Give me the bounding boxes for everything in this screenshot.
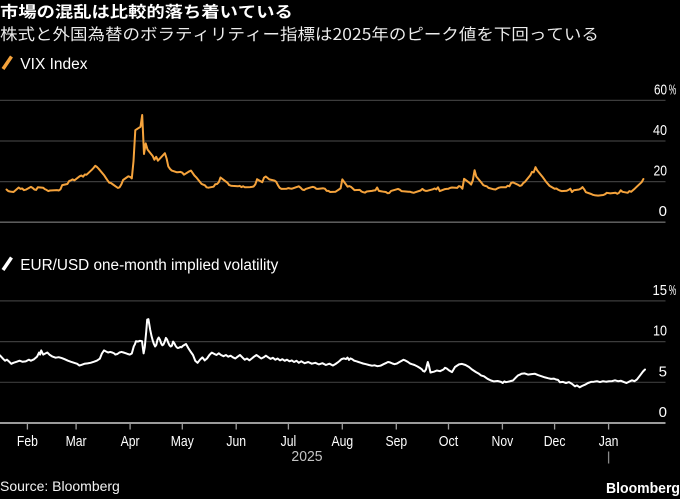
svg-text:EUR/USD one-month implied vola: EUR/USD one-month implied volatility [20,257,278,274]
svg-text:20: 20 [654,163,668,180]
svg-text:Feb: Feb [17,433,38,450]
svg-text:Jun: Jun [226,433,246,450]
svg-text:Oct: Oct [439,433,459,450]
svg-text:Mar: Mar [66,433,87,450]
svg-text:10: 10 [653,323,667,340]
svg-text:Source: Bloomberg: Source: Bloomberg [0,478,120,494]
svg-text:60: 60 [654,81,667,98]
svg-text:0: 0 [659,404,667,421]
svg-text:0: 0 [659,203,667,220]
svg-text:2025: 2025 [291,449,322,465]
svg-text:Apr: Apr [121,433,140,450]
svg-text:Aug: Aug [331,433,353,450]
svg-text:5: 5 [659,363,667,380]
svg-text:VIX Index: VIX Index [20,56,87,73]
svg-text:%: % [669,282,677,299]
svg-text:Jul: Jul [281,433,297,450]
svg-text:15: 15 [653,282,668,299]
svg-text:May: May [171,433,194,450]
svg-text:Nov: Nov [492,433,514,450]
svg-text:Jan: Jan [599,433,619,450]
svg-text:%: % [669,81,677,98]
svg-text:Bloomberg: Bloomberg [606,481,680,497]
svg-text:Dec: Dec [544,433,566,450]
svg-text:40: 40 [653,122,667,139]
svg-text:Sep: Sep [385,433,407,450]
